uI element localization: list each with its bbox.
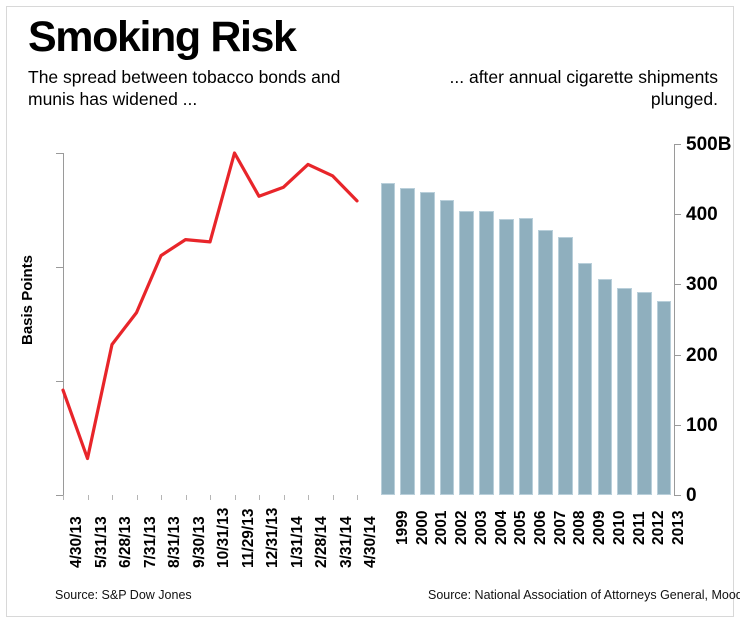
bar-chart-bar xyxy=(518,218,534,495)
line-chart-x-tick xyxy=(259,495,260,500)
bar-chart-bar xyxy=(558,237,573,495)
line-chart-source: Source: S&P Dow Jones xyxy=(55,588,192,602)
line-chart-x-tick xyxy=(308,495,309,500)
bar-chart-x-tick-label: 2009 xyxy=(591,510,609,545)
bar-chart-y-tick xyxy=(674,214,681,215)
line-chart-x-tick xyxy=(161,495,162,500)
line-chart-x-tick xyxy=(333,495,334,500)
bar-chart-y-tick xyxy=(674,144,681,145)
bar-chart-x-tick-label: 2001 xyxy=(433,510,451,545)
line-chart-x-tick xyxy=(357,495,358,500)
bar-chart-y-tick-label: 0 xyxy=(686,485,697,506)
bar-chart-x-tick-label: 2000 xyxy=(413,510,431,545)
bar-chart-y-tick-label: 500B xyxy=(686,134,732,155)
line-chart-y-tick xyxy=(56,381,63,382)
bar-chart-x-tick-label: 2008 xyxy=(571,510,589,545)
bar-chart-bar xyxy=(498,219,514,495)
bar-chart-bar xyxy=(538,229,554,495)
bar-chart-x-tick-label: 2006 xyxy=(532,510,549,545)
bar-chart-y-tick xyxy=(674,355,681,356)
bar-chart-bar xyxy=(459,210,475,495)
bar-chart-x-tick-label: 2011 xyxy=(630,511,648,545)
subtitle-right: ... after annual cigarette shipments plu… xyxy=(449,67,718,110)
line-chart-x-tick xyxy=(112,495,113,500)
bar-chart-y-tick-label: 400 xyxy=(686,204,718,226)
bar-chart-bar xyxy=(400,188,415,495)
bar-chart-bar xyxy=(617,287,632,495)
bar-chart-bar xyxy=(637,292,652,495)
line-chart-y-axis xyxy=(63,153,64,495)
bar-chart-x-tick-label: 2004 xyxy=(492,510,510,545)
bar-chart-x-tick-label: 1999 xyxy=(393,510,411,545)
bar-chart-x-tick-label: 2002 xyxy=(453,510,471,545)
bar-chart-bar xyxy=(656,300,672,495)
line-chart-x-tick xyxy=(137,495,138,500)
bar-chart-y-tick xyxy=(674,284,681,285)
page-title: Smoking Risk xyxy=(28,13,297,61)
subtitle-left: The spread between tobacco bonds and mun… xyxy=(28,67,341,110)
line-chart-x-tick xyxy=(210,495,211,500)
bar-chart-y-tick xyxy=(674,495,681,496)
bar-chart-y-axis xyxy=(674,144,675,495)
line-chart-y-tick xyxy=(56,495,63,496)
bar-chart-y-tick-label: 100 xyxy=(686,414,718,436)
bar-chart-x-tick-label: 2012 xyxy=(650,510,668,545)
bar-chart-bar xyxy=(380,183,396,495)
line-chart-x-tick xyxy=(88,495,89,500)
bar-chart-x-tick-label: 2005 xyxy=(512,510,530,545)
line-chart-y-tick xyxy=(56,267,63,268)
line-chart-series-spread xyxy=(61,151,359,461)
bar-chart-y-tick-label: 200 xyxy=(686,344,718,366)
bar-chart-x-tick-label: 2010 xyxy=(610,510,628,545)
bar-chart-source: Source: National Association of Attorney… xyxy=(428,588,740,602)
bar-chart-bar xyxy=(439,200,455,495)
bar-chart-y-tick-label: 300 xyxy=(686,274,718,296)
bar-chart-x-tick-label: 2007 xyxy=(551,510,569,545)
line-chart-y-tick xyxy=(56,153,63,154)
line-chart-x-tick xyxy=(284,495,285,500)
line-chart-panel: Basis Points 250300350400 4/30/135/31/13… xyxy=(19,151,379,602)
bar-chart-bar xyxy=(577,263,593,495)
bar-chart-bar xyxy=(479,210,494,495)
bar-chart-x-tick-label: 2003 xyxy=(472,510,490,545)
bar-chart-x-tick-label: 2013 xyxy=(670,510,688,545)
line-chart-x-tick xyxy=(186,495,187,500)
bar-chart-y-tick xyxy=(674,425,681,426)
bar-chart-bar xyxy=(597,279,613,495)
line-chart-x-tick xyxy=(235,495,236,500)
bar-chart-bar xyxy=(420,192,435,495)
line-chart-x-tick xyxy=(63,495,64,500)
